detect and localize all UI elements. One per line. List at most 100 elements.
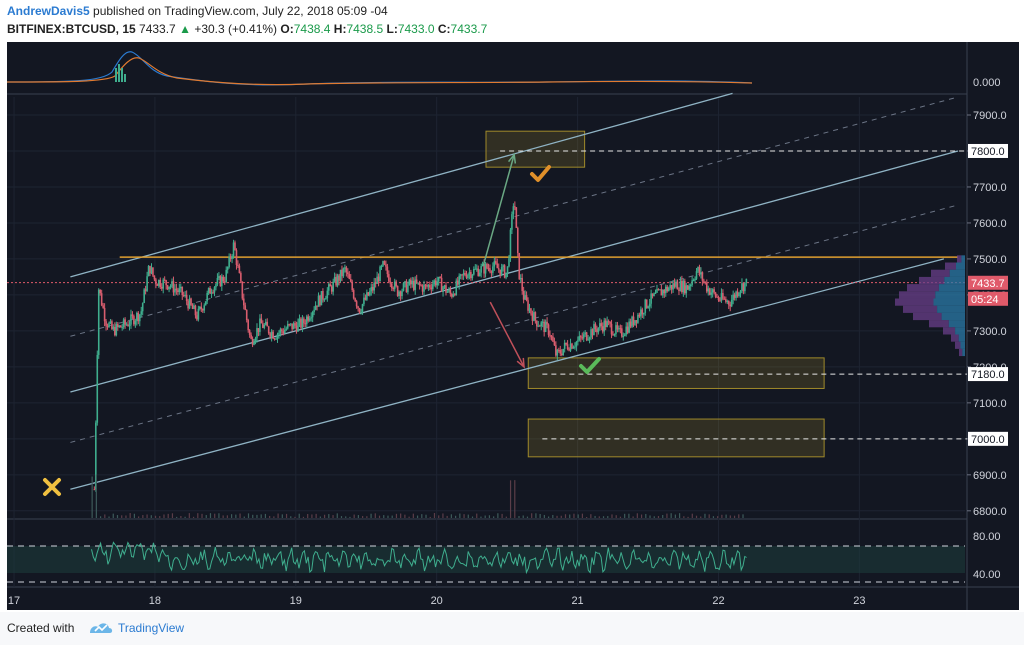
arrows[interactable] (482, 152, 525, 369)
volume-bar (471, 516, 474, 518)
target-zone[interactable] (527, 418, 825, 458)
candle (349, 274, 352, 283)
candle-body (345, 267, 348, 273)
candle (188, 295, 191, 310)
candle-body (543, 321, 545, 332)
candle-body (108, 323, 110, 328)
candle (219, 275, 222, 287)
macd-histogram-bar (118, 64, 120, 82)
cross-icon[interactable] (43, 478, 61, 496)
candle-body (581, 337, 584, 339)
candle (503, 264, 506, 279)
candle-body (405, 281, 408, 293)
candle (584, 330, 586, 337)
candle (304, 319, 307, 328)
trend-arrow[interactable] (489, 301, 525, 369)
arrow-head (507, 152, 517, 164)
candle-body (232, 242, 235, 257)
candle-body (698, 266, 701, 275)
candle (593, 320, 595, 336)
candle (392, 286, 395, 292)
candle-body (713, 289, 715, 293)
volume-profile-bar (895, 298, 934, 306)
marks[interactable] (43, 165, 601, 496)
candle (178, 283, 181, 295)
target-zone[interactable] (527, 357, 825, 389)
price-chart[interactable]: 0.000 80.00 40.00 7900.0 7800.0 7700.0 7600… (6, 42, 1019, 610)
candle-body (140, 311, 143, 315)
volume-profile-bar (958, 334, 965, 342)
candle (156, 283, 159, 286)
volume-bar (463, 514, 465, 518)
candle-body (505, 272, 507, 278)
candle-body (93, 489, 96, 491)
candle (426, 281, 428, 289)
candle (335, 273, 337, 287)
candle (363, 292, 365, 307)
up-arrow-icon: ▲ (179, 22, 191, 36)
candle-body (733, 294, 736, 298)
candle (560, 349, 563, 357)
candle (582, 331, 585, 343)
tradingview-link[interactable]: TradingView (118, 621, 185, 635)
candle (266, 318, 269, 327)
candle (152, 267, 154, 277)
candle (565, 342, 567, 346)
candle (358, 307, 361, 314)
candle (204, 301, 207, 306)
symbol-label[interactable]: BITFINEX:BTCUSD, 15 (7, 22, 136, 36)
candle-body (175, 288, 178, 291)
time-axis[interactable]: 17 18 19 20 21 22 23 (8, 595, 866, 607)
volume-bar (552, 514, 554, 518)
candle (632, 312, 635, 328)
candle-body (398, 291, 400, 296)
candle (418, 280, 421, 290)
candle (600, 319, 603, 331)
candle-body (514, 206, 516, 208)
check-icon[interactable] (579, 357, 601, 374)
candle-body (178, 288, 181, 292)
target-zone[interactable] (485, 130, 586, 168)
check-icon[interactable] (530, 165, 551, 182)
trend-arrow[interactable] (482, 152, 517, 267)
candle (572, 345, 575, 349)
candle (536, 320, 538, 331)
candle-body (215, 284, 217, 288)
candle (631, 315, 633, 329)
candle (739, 289, 742, 298)
candle-body (726, 300, 729, 302)
price-levels[interactable] (7, 150, 967, 440)
candle-body (616, 325, 619, 330)
candle-body (260, 318, 263, 324)
channel-midline[interactable] (70, 96, 959, 337)
candle (530, 307, 532, 316)
channel-midline[interactable] (70, 204, 959, 443)
candle-body (242, 298, 245, 306)
candle (581, 332, 584, 341)
candle-body (159, 279, 162, 287)
candle-body (644, 299, 647, 313)
candle (235, 248, 238, 270)
candle (434, 278, 437, 288)
candle (325, 295, 327, 300)
candle (648, 299, 651, 312)
volume-bar (387, 515, 389, 518)
candle-body (437, 276, 440, 282)
candle-body (122, 319, 125, 328)
tradingview-logo-icon[interactable] (88, 619, 114, 635)
channel-line[interactable] (70, 92, 733, 278)
chart-area[interactable]: 0.000 80.00 40.00 7900.0 7800.0 7700.0 7600… (6, 42, 1019, 610)
trend-channels[interactable] (70, 92, 959, 490)
price-tag-label: 7800.0 (971, 146, 1005, 158)
candle (329, 280, 332, 287)
candle-body (714, 292, 717, 297)
candle (667, 286, 670, 292)
candle-body (497, 268, 500, 270)
candle-body (650, 293, 652, 304)
author-link[interactable]: AndrewDavis5 (7, 4, 90, 18)
channel-line[interactable] (70, 258, 945, 490)
channel-line[interactable] (70, 150, 959, 393)
candle (597, 327, 600, 335)
candle (182, 291, 185, 298)
candle (385, 260, 387, 271)
